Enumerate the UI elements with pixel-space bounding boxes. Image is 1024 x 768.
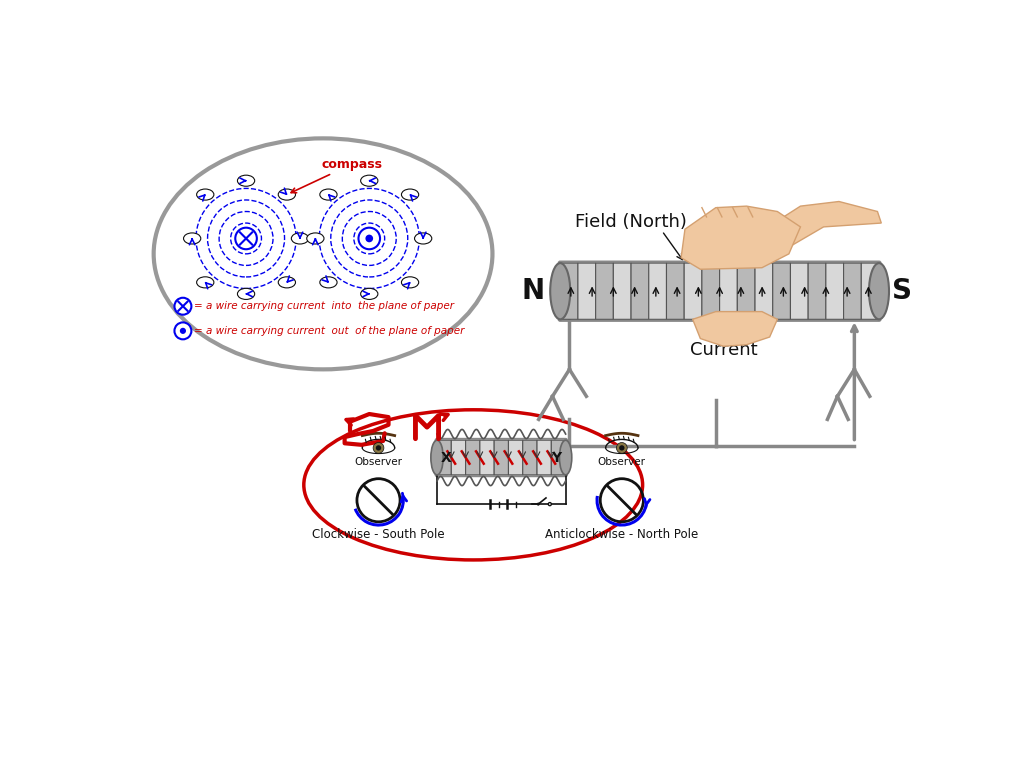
- Ellipse shape: [559, 440, 571, 475]
- Text: compass: compass: [291, 157, 383, 193]
- FancyBboxPatch shape: [844, 263, 861, 319]
- FancyBboxPatch shape: [560, 263, 578, 319]
- FancyBboxPatch shape: [437, 440, 452, 475]
- Ellipse shape: [197, 189, 214, 200]
- Circle shape: [376, 445, 381, 451]
- Ellipse shape: [431, 440, 443, 475]
- Ellipse shape: [360, 288, 378, 300]
- Circle shape: [620, 445, 625, 451]
- Ellipse shape: [279, 189, 296, 200]
- Ellipse shape: [307, 233, 324, 244]
- FancyBboxPatch shape: [684, 263, 701, 319]
- FancyBboxPatch shape: [649, 263, 667, 319]
- FancyBboxPatch shape: [631, 263, 649, 319]
- FancyBboxPatch shape: [551, 440, 565, 475]
- FancyBboxPatch shape: [773, 263, 791, 319]
- FancyBboxPatch shape: [861, 263, 879, 319]
- FancyBboxPatch shape: [791, 263, 808, 319]
- Circle shape: [174, 298, 191, 315]
- Ellipse shape: [183, 233, 201, 244]
- FancyBboxPatch shape: [559, 262, 881, 321]
- FancyBboxPatch shape: [667, 263, 684, 319]
- FancyBboxPatch shape: [720, 263, 737, 319]
- Text: S: S: [892, 277, 912, 305]
- Ellipse shape: [279, 276, 296, 288]
- FancyBboxPatch shape: [509, 440, 522, 475]
- Text: N: N: [521, 277, 545, 305]
- FancyBboxPatch shape: [452, 440, 466, 475]
- FancyBboxPatch shape: [737, 263, 755, 319]
- FancyBboxPatch shape: [578, 263, 596, 319]
- Ellipse shape: [197, 276, 214, 288]
- FancyBboxPatch shape: [480, 440, 495, 475]
- Text: X: X: [441, 451, 452, 465]
- Circle shape: [373, 442, 384, 453]
- Circle shape: [537, 502, 540, 505]
- FancyBboxPatch shape: [808, 263, 826, 319]
- FancyBboxPatch shape: [613, 263, 631, 319]
- Circle shape: [358, 227, 380, 250]
- Polygon shape: [692, 312, 777, 346]
- FancyBboxPatch shape: [537, 440, 551, 475]
- Ellipse shape: [550, 263, 570, 319]
- Circle shape: [616, 442, 628, 453]
- FancyBboxPatch shape: [826, 263, 844, 319]
- Text: = a wire carrying current  into  the plane of paper: = a wire carrying current into the plane…: [195, 301, 455, 311]
- Ellipse shape: [319, 189, 337, 200]
- FancyBboxPatch shape: [596, 263, 613, 319]
- Circle shape: [366, 234, 373, 243]
- Text: Field (North): Field (North): [575, 213, 687, 230]
- Text: Observer: Observer: [598, 457, 646, 467]
- FancyBboxPatch shape: [435, 439, 567, 476]
- FancyBboxPatch shape: [755, 263, 773, 319]
- Ellipse shape: [869, 263, 889, 319]
- Ellipse shape: [238, 288, 255, 300]
- Ellipse shape: [238, 175, 255, 187]
- Polygon shape: [681, 206, 801, 270]
- Polygon shape: [762, 201, 882, 266]
- Ellipse shape: [360, 175, 378, 187]
- Ellipse shape: [415, 233, 432, 244]
- FancyBboxPatch shape: [701, 263, 720, 319]
- Text: Y: Y: [551, 451, 561, 465]
- Ellipse shape: [401, 276, 419, 288]
- FancyBboxPatch shape: [522, 440, 537, 475]
- Text: = a wire carrying current  out  of the plane of paper: = a wire carrying current out of the pla…: [195, 326, 465, 336]
- Circle shape: [180, 328, 186, 334]
- Circle shape: [174, 323, 191, 339]
- FancyBboxPatch shape: [495, 440, 509, 475]
- Text: Observer: Observer: [354, 457, 402, 467]
- FancyBboxPatch shape: [466, 440, 480, 475]
- Ellipse shape: [401, 189, 419, 200]
- Text: Current: Current: [689, 341, 758, 359]
- Text: Clockwise - South Pole: Clockwise - South Pole: [312, 528, 444, 541]
- Circle shape: [548, 502, 551, 505]
- Circle shape: [236, 227, 257, 250]
- Ellipse shape: [319, 276, 337, 288]
- Ellipse shape: [292, 233, 308, 244]
- Text: Anticlockwise - North Pole: Anticlockwise - North Pole: [545, 528, 698, 541]
